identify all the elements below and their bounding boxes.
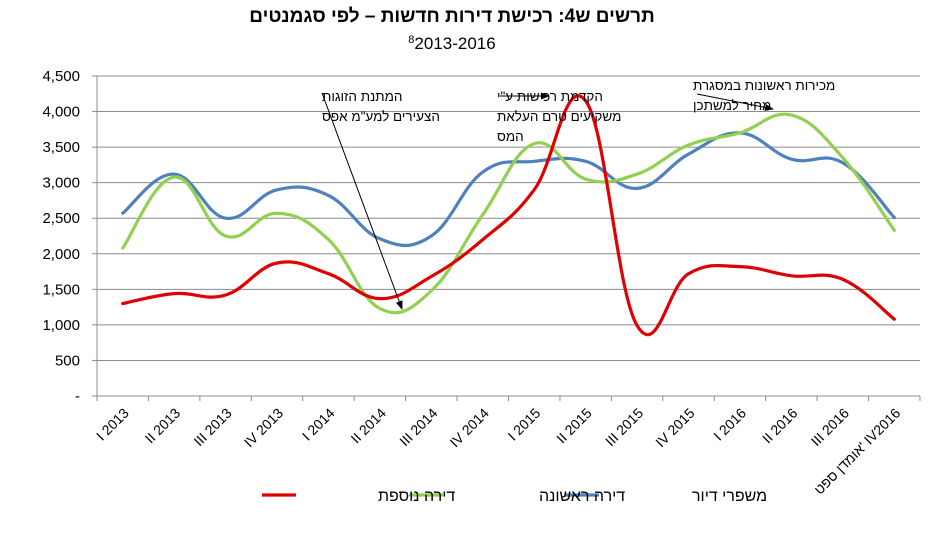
- legend: משפרי דיור דירה ראשונה דירה נוספת: [262, 488, 767, 505]
- chart-subtitle-years: 2013-2016: [414, 34, 495, 53]
- chart-subtitle-footnote: 8: [408, 34, 414, 46]
- x-tick-label: III 2013: [190, 405, 234, 449]
- series-line-additional-apartment: [121, 94, 896, 337]
- x-tick-label: III 2015: [602, 405, 646, 449]
- y-tick-label: 500: [55, 352, 80, 369]
- annotation-first-sales-text: מכירות ראשונות במסגרת: [693, 78, 835, 93]
- series-line-housing-upgraders: [121, 131, 896, 248]
- legend-item-additional-apartment: דירה נוספת: [262, 488, 455, 505]
- y-axis: - 500 1,000 1,500 2,000 2,500 3,000 3,500 4,000 4…: [42, 68, 98, 405]
- x-tick-label: IV 2013: [241, 405, 287, 451]
- x-tick-label: I 2014: [299, 405, 338, 444]
- annotation-couples-text: המתנת הזוגות: [322, 89, 402, 104]
- series-lines: [121, 94, 896, 337]
- x-axis: I 2013 II 2013 III 2013 IV 2013 I 2014 II 201…: [93, 395, 921, 498]
- y-tick-label: 3,000: [42, 175, 80, 192]
- y-tick-label: 4,500: [42, 68, 80, 85]
- legend-item-first-apartment: דירה ראשונה: [409, 488, 625, 505]
- legend-label: דירה נוספת: [378, 488, 455, 505]
- x-tick-label: I 2013: [93, 405, 132, 444]
- x-tick-label: I 2015: [504, 405, 543, 444]
- annotation-couples-text: הצעירים למע"מ אפס: [322, 109, 440, 124]
- x-tick-label: IV 2015: [652, 405, 698, 451]
- y-tick-label: -: [75, 388, 80, 405]
- x-tick-label: II 2016: [759, 405, 801, 447]
- y-tick-label: 2,000: [42, 246, 80, 263]
- legend-label: משפרי דיור: [692, 488, 767, 505]
- legend-item-housing-upgraders: משפרי דיור: [565, 488, 767, 505]
- x-tick-label: II 2015: [553, 405, 595, 447]
- y-tick-label: 3,500: [42, 139, 80, 156]
- x-tick-label: אומדן ספט' IV2016: [811, 405, 904, 498]
- y-tick-label: 1,000: [42, 317, 80, 334]
- x-tick-label: II 2014: [347, 405, 389, 447]
- annotation-investors-text: המס: [497, 129, 524, 144]
- y-tick-label: 2,500: [42, 210, 80, 227]
- annotation-first-sales-arrow: [696, 93, 774, 111]
- series-line-first-apartment: [121, 112, 896, 315]
- y-tick-label: 1,500: [42, 281, 80, 298]
- x-tick-label: II 2013: [142, 405, 184, 447]
- x-tick-label: I 2016: [710, 405, 749, 444]
- legend-label: דירה ראשונה: [539, 488, 625, 505]
- y-tick-label: 4,000: [42, 104, 80, 121]
- chart-subtitle: 82013-2016: [408, 34, 495, 53]
- annotation-first-sales-text: מחיר למשתכן: [693, 98, 771, 113]
- x-tick-label: III 2014: [396, 405, 440, 449]
- x-tick-label: IV 2014: [446, 405, 492, 451]
- chart-title: תרשים ש4: רכישת דירות חדשות – לפי סגמנטי…: [249, 6, 654, 27]
- annotation-couples-arrow: [321, 92, 403, 310]
- annotation-investors-text: משקיעים טרם העלאת: [497, 109, 621, 124]
- x-tick-label: III 2016: [808, 405, 852, 449]
